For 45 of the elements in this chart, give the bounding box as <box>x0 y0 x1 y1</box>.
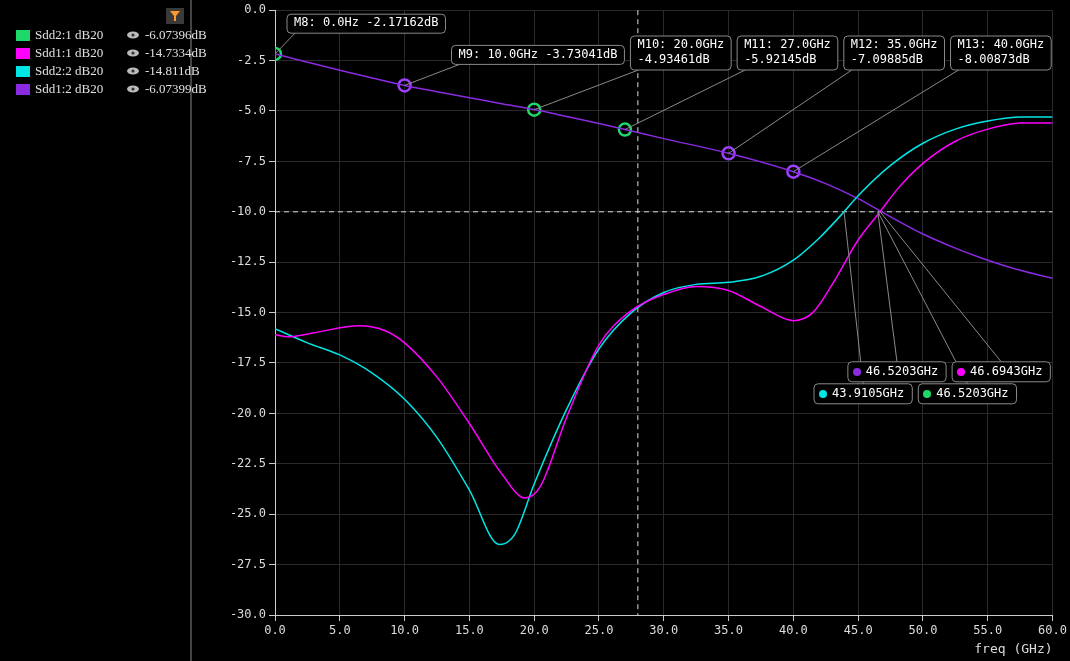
text: -14.811dB <box>145 63 200 79</box>
x-tick-label: 35.0 <box>714 623 744 638</box>
x-tick-label: 60.0 <box>1038 623 1067 638</box>
annotation: 46.5203GHz <box>936 385 1009 400</box>
text: -14.7334dB <box>145 45 207 61</box>
x-tick-label: 50.0 <box>908 623 938 638</box>
x-tick-label: 10.0 <box>390 623 420 638</box>
x-tick-label: 40.0 <box>778 623 808 638</box>
annotation: 43.9105GHz <box>832 385 905 400</box>
text: -6.07399dB <box>145 81 207 97</box>
legend-label: Sdd2:2 dB20 <box>35 63 105 79</box>
y-tick-label: -15.0 <box>229 304 266 319</box>
x-tick-label: 20.0 <box>519 623 549 638</box>
x-tick-label: 30.0 <box>649 623 679 638</box>
legend-label: Sdd1:1 dB20 <box>35 45 105 61</box>
y-tick-label: 0.0 <box>244 2 266 17</box>
y-tick-label: -20.0 <box>229 405 266 420</box>
y-tick-label: -7.5 <box>237 153 266 168</box>
x-tick-label: 15.0 <box>454 623 484 638</box>
data-label: M11: 27.0GHz -5.92145dB <box>744 37 831 67</box>
x-tick-label: 0.0 <box>264 623 286 638</box>
y-tick-label: -10.0 <box>229 203 266 218</box>
y-tick-label: -12.5 <box>229 254 266 269</box>
legend-label: Sdd2:1 dB20 <box>35 27 105 43</box>
annotation: 46.6943GHz <box>970 363 1043 378</box>
y-tick-label: -30.0 <box>229 607 266 622</box>
y-tick-label: -25.0 <box>229 506 266 521</box>
data-label: M9: 10.0GHz -3.73041dB <box>458 46 618 61</box>
y-tick-label: -27.5 <box>229 556 266 571</box>
x-tick-label: 45.0 <box>843 623 873 638</box>
data-label: M8: 0.0Hz -2.17162dB <box>294 15 439 30</box>
x-tick-label: 5.0 <box>328 623 351 638</box>
y-tick-label: -17.5 <box>229 355 266 370</box>
annotation: 46.5203GHz <box>865 363 939 378</box>
data-label: M13: 40.0GHz -8.00873dB <box>957 37 1045 67</box>
legend-label: Sdd1:2 dB20 <box>35 81 105 97</box>
y-tick-label: -5.0 <box>237 103 266 118</box>
x-tick-label: 25.0 <box>584 623 614 638</box>
x-tick-label: 55.0 <box>973 623 1003 638</box>
y-tick-label: -22.5 <box>229 455 266 470</box>
data-label: M10: 20.0GHz -4.93461dB <box>637 37 725 67</box>
text: -6.07396dB <box>145 27 207 43</box>
x-axis-title: freq (GHz) <box>974 640 1053 656</box>
y-tick-label: -2.5 <box>237 52 266 67</box>
data-label: M12: 35.0GHz -7.09885dB <box>850 37 938 67</box>
